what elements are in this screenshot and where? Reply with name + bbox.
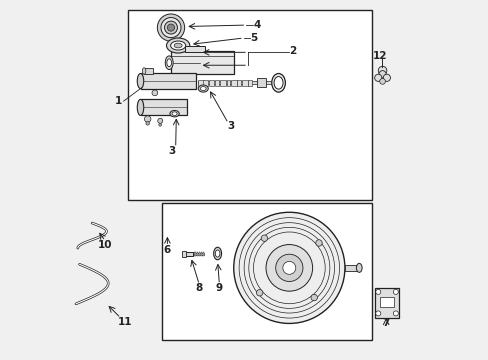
Circle shape	[392, 311, 398, 316]
Bar	[199, 252, 200, 256]
Circle shape	[161, 18, 181, 38]
Bar	[375, 288, 398, 318]
Ellipse shape	[213, 247, 221, 260]
Text: 11: 11	[118, 317, 132, 327]
Bar	[197, 252, 198, 256]
Bar	[208, 80, 214, 86]
Ellipse shape	[165, 56, 173, 69]
Circle shape	[315, 240, 322, 246]
Bar	[128, 10, 371, 200]
Circle shape	[158, 118, 163, 123]
Circle shape	[282, 261, 295, 274]
Bar	[182, 251, 185, 257]
Circle shape	[152, 90, 158, 96]
Bar	[193, 252, 194, 256]
Ellipse shape	[198, 85, 208, 92]
Bar	[185, 252, 193, 256]
Ellipse shape	[271, 73, 285, 92]
Bar	[201, 252, 202, 256]
Ellipse shape	[215, 250, 220, 257]
Circle shape	[261, 235, 267, 242]
Bar	[171, 51, 233, 74]
Bar	[220, 80, 225, 86]
Bar	[144, 68, 153, 74]
Ellipse shape	[137, 99, 143, 116]
Circle shape	[159, 123, 162, 126]
Text: 10: 10	[98, 239, 112, 249]
Circle shape	[144, 116, 151, 122]
Text: 9: 9	[215, 283, 223, 293]
Text: 12: 12	[372, 51, 386, 61]
Circle shape	[167, 24, 174, 31]
Circle shape	[265, 244, 312, 291]
Bar	[198, 80, 203, 86]
Text: 5: 5	[249, 33, 257, 43]
Circle shape	[256, 289, 263, 296]
Text: 7: 7	[382, 319, 389, 328]
Circle shape	[145, 122, 149, 125]
Circle shape	[392, 289, 398, 294]
Bar	[203, 80, 207, 86]
Circle shape	[374, 74, 381, 81]
Text: 6: 6	[163, 245, 171, 255]
Ellipse shape	[172, 112, 177, 116]
Bar	[231, 80, 237, 86]
Bar	[185, 45, 204, 52]
Circle shape	[157, 14, 184, 41]
Ellipse shape	[356, 264, 362, 273]
Bar	[162, 203, 371, 339]
Circle shape	[378, 66, 386, 75]
Ellipse shape	[174, 43, 182, 48]
Ellipse shape	[142, 68, 145, 74]
Bar	[247, 80, 251, 86]
Circle shape	[378, 71, 386, 78]
Circle shape	[310, 294, 317, 301]
Circle shape	[375, 311, 380, 316]
Bar	[202, 252, 203, 256]
Bar	[193, 253, 204, 255]
Bar	[242, 80, 247, 86]
Ellipse shape	[169, 111, 179, 117]
Text: 4: 4	[253, 20, 260, 30]
Text: 3: 3	[227, 121, 234, 131]
Ellipse shape	[170, 41, 185, 50]
Circle shape	[375, 289, 380, 294]
Ellipse shape	[166, 38, 189, 53]
Ellipse shape	[166, 59, 171, 67]
Bar	[140, 99, 187, 116]
Ellipse shape	[200, 87, 206, 90]
Bar	[379, 297, 393, 307]
Text: 1: 1	[114, 96, 122, 106]
Bar	[344, 265, 357, 271]
Bar	[257, 78, 265, 87]
Text: 2: 2	[289, 46, 296, 56]
Bar	[215, 80, 218, 86]
Circle shape	[164, 21, 177, 34]
Text: 3: 3	[168, 145, 175, 156]
Bar	[237, 80, 241, 86]
Bar	[195, 252, 196, 256]
Ellipse shape	[137, 73, 143, 89]
Circle shape	[379, 78, 385, 84]
Bar	[140, 73, 196, 89]
Bar	[226, 80, 230, 86]
Circle shape	[383, 74, 389, 81]
Text: 8: 8	[195, 283, 203, 293]
Circle shape	[275, 254, 303, 282]
Ellipse shape	[274, 77, 283, 89]
Circle shape	[233, 212, 344, 323]
Bar	[198, 81, 276, 84]
